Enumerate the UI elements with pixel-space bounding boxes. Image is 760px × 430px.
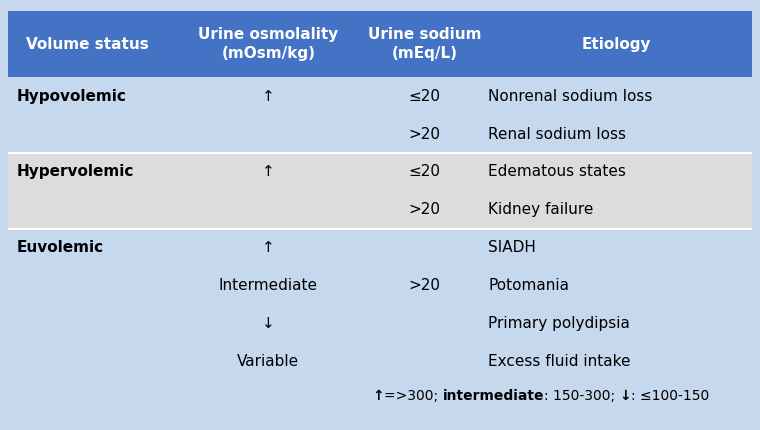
Text: =>300;: =>300; [384,389,442,403]
Text: >20: >20 [409,203,441,217]
Text: Urine osmolality
(mOsm/kg): Urine osmolality (mOsm/kg) [198,27,338,61]
Bar [8,115,752,153]
Text: >20: >20 [409,127,441,141]
Text: Variable: Variable [237,354,299,369]
Text: >20: >20 [409,278,441,293]
Bar [8,342,752,380]
Text: Euvolemic: Euvolemic [17,240,104,255]
Text: Potomania: Potomania [488,278,569,293]
Bar [8,191,752,229]
Text: ↓: ↓ [619,389,631,403]
Bar [8,153,752,191]
Text: Primary polydipsia: Primary polydipsia [488,316,630,331]
Text: ≤20: ≤20 [409,165,441,179]
Text: intermediate: intermediate [442,389,544,403]
Text: ↓: ↓ [262,316,274,331]
Text: SIADH: SIADH [488,240,536,255]
Bar [8,304,752,342]
Text: ↑: ↑ [372,389,384,403]
Text: ↑: ↑ [262,165,274,179]
Text: Edematous states: Edematous states [488,165,626,179]
Text: Nonrenal sodium loss: Nonrenal sodium loss [488,89,653,104]
Text: Kidney failure: Kidney failure [488,203,594,217]
Bar [8,11,752,77]
Text: : ≤100-150: : ≤100-150 [631,389,709,403]
Bar [8,229,752,267]
Text: Volume status: Volume status [27,37,149,52]
Text: Hypervolemic: Hypervolemic [17,165,134,179]
Bar [8,267,752,304]
Text: ↑: ↑ [262,89,274,104]
Text: Etiology: Etiology [581,37,651,52]
Text: Excess fluid intake: Excess fluid intake [488,354,631,369]
Bar [8,77,752,115]
Text: Renal sodium loss: Renal sodium loss [488,127,626,141]
Text: ↑: ↑ [262,240,274,255]
Text: Urine sodium
(mEq/L): Urine sodium (mEq/L) [368,27,481,61]
Text: : 150-300;: : 150-300; [544,389,619,403]
Text: ≤20: ≤20 [409,89,441,104]
Text: Intermediate: Intermediate [219,278,318,293]
Text: Hypovolemic: Hypovolemic [17,89,127,104]
